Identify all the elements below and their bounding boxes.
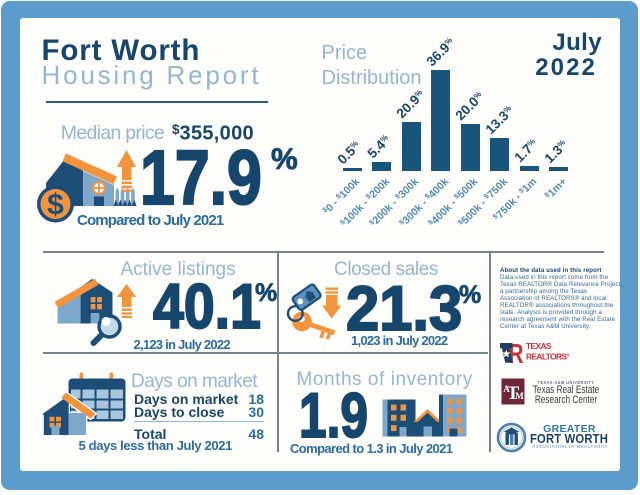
svg-text:T: T — [507, 383, 520, 404]
svg-text:A: A — [503, 384, 510, 394]
svg-text:M: M — [515, 391, 524, 401]
svg-text:$: $ — [47, 189, 64, 222]
svg-text:R: R — [509, 338, 524, 369]
